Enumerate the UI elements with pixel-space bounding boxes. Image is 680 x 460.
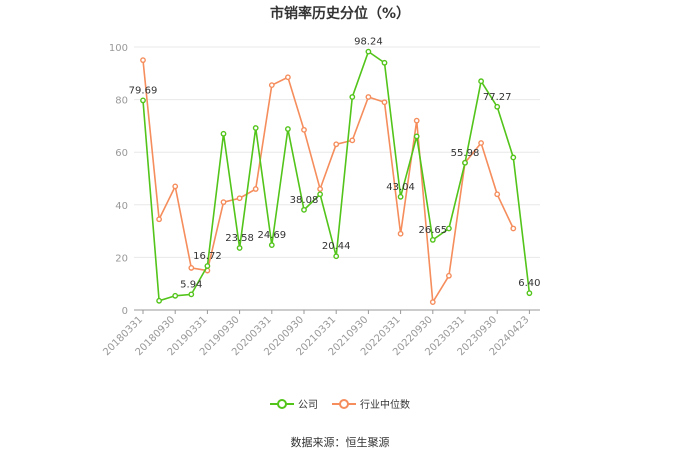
legend-industry-line-icon [332, 398, 356, 409]
legend-company-line-icon [270, 398, 294, 409]
data-point [445, 272, 452, 279]
data-point [268, 242, 275, 248]
axes: 0204060801002018033120180930201903312019… [101, 43, 540, 358]
data-label: 16.72 [193, 251, 222, 262]
data-point [333, 253, 340, 260]
data-point [349, 137, 356, 144]
data-point [284, 74, 291, 81]
data-label: 5.94 [180, 279, 202, 290]
data-point [494, 191, 501, 198]
data-point [397, 193, 404, 200]
data-point [284, 126, 291, 132]
series-line [142, 50, 531, 302]
data-point [268, 82, 275, 89]
data-point [317, 186, 323, 192]
data-point [494, 103, 501, 110]
data-label: 98.24 [354, 37, 383, 48]
data-point [510, 154, 517, 161]
legend-item-industry[interactable]: 行业中位数 [332, 396, 410, 411]
data-point [397, 230, 404, 237]
data-label: 23.58 [225, 233, 254, 244]
data-point [220, 130, 227, 137]
legend-item-company[interactable]: 公司 [270, 396, 318, 411]
data-label: 43.04 [386, 182, 415, 193]
legend-company-label: 公司 [298, 400, 318, 411]
data-point [188, 291, 195, 298]
data-label: 26.65 [418, 225, 447, 236]
data-point [172, 183, 179, 190]
data-point [365, 94, 372, 100]
data-point [204, 263, 211, 269]
data-point [252, 186, 259, 192]
data-point [220, 199, 227, 206]
data-point [445, 225, 452, 232]
data-point [429, 299, 436, 306]
data-point [188, 265, 195, 271]
data-point [526, 290, 533, 297]
data-point [301, 126, 307, 133]
data-point [156, 297, 163, 304]
data-point [429, 237, 436, 243]
data-point [462, 159, 468, 166]
data-label: 79.69 [129, 85, 158, 96]
data-point [413, 117, 420, 124]
y-tick-label: 60 [115, 148, 128, 159]
y-tick-label: 20 [115, 253, 128, 264]
data-point [365, 48, 372, 55]
legend-industry-label: 行业中位数 [360, 400, 410, 411]
data-label: 6.40 [518, 278, 540, 289]
data-point [156, 216, 163, 223]
data-label: 38.08 [290, 195, 319, 206]
data-point [140, 97, 146, 104]
data-point [478, 78, 484, 85]
series [140, 48, 533, 306]
data-point [381, 59, 388, 66]
data-point [301, 206, 307, 213]
series-line [142, 60, 515, 305]
data-point [381, 99, 388, 106]
chart-title: 市销率历史分位（%） [269, 6, 411, 22]
data-point [478, 140, 484, 146]
data-point [413, 133, 420, 140]
data-point [140, 57, 146, 64]
data-point [317, 191, 323, 198]
data-point [333, 141, 340, 148]
data-source: 数据来源：恒生聚源 [290, 436, 390, 449]
data-label: 20.44 [322, 241, 351, 252]
data-label: 77.27 [483, 92, 512, 103]
data-label: 55.98 [451, 148, 480, 159]
y-tick-label: 0 [122, 306, 128, 317]
data-point [510, 225, 517, 232]
data-label: 24.69 [257, 230, 286, 241]
data-point [236, 195, 243, 202]
y-tick-label: 100 [109, 43, 128, 54]
data-point [172, 292, 179, 299]
data-point [349, 94, 356, 100]
y-tick-label: 40 [115, 201, 128, 212]
legend: 公司 行业中位数 [0, 396, 680, 411]
data-point [252, 125, 259, 131]
data-point [236, 245, 243, 251]
y-tick-label: 80 [115, 96, 128, 107]
